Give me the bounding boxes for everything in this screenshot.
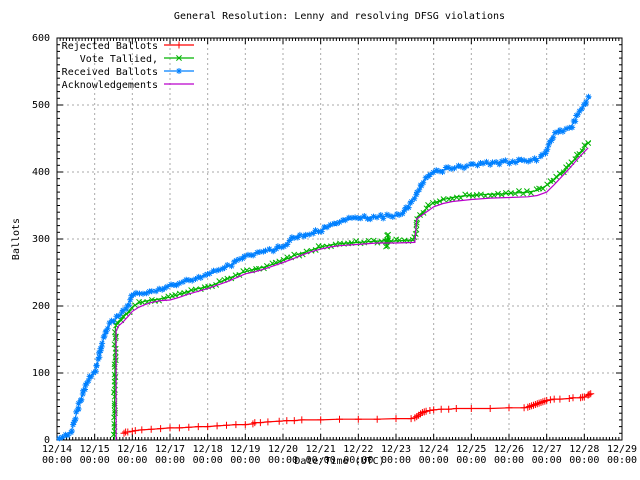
x-tick-time: 00:00 xyxy=(117,455,147,466)
y-tick-label: 0 xyxy=(44,435,50,446)
legend-item-acknowledgements: Acknowledgements xyxy=(62,80,194,91)
x-tick-date: 12/15 xyxy=(80,444,110,455)
legend-label: Vote Tallied, xyxy=(80,54,158,65)
legend-item-received-ballots: Received Ballots xyxy=(62,67,194,78)
x-tick-date: 12/24 xyxy=(419,444,449,455)
x-tick-date: 12/17 xyxy=(155,444,185,455)
series-rejected-ballots xyxy=(120,390,595,437)
x-tick-date: 12/28 xyxy=(569,444,599,455)
x-tick-date: 12/22 xyxy=(343,444,373,455)
x-axis-label: Date/Time (UTC) xyxy=(294,456,385,467)
x-tick-time: 00:00 xyxy=(193,455,223,466)
legend: Rejected Ballots Vote Tallied, Received Ba… xyxy=(62,41,194,91)
x-tick-date: 12/29 xyxy=(607,444,637,455)
chart-title: General Resolution: Lenny and resolving … xyxy=(173,11,506,22)
series-acknowledgements xyxy=(115,147,589,440)
x-tick-time: 00:00 xyxy=(381,455,411,466)
x-tick-time: 00:00 xyxy=(42,455,72,466)
x-tick-time: 00:00 xyxy=(80,455,110,466)
x-tick-time: 00:00 xyxy=(532,455,562,466)
y-tick-label: 400 xyxy=(32,167,50,178)
legend-item-vote-tallied: Vote Tallied, xyxy=(80,54,194,65)
x-tick-time: 00:00 xyxy=(569,455,599,466)
x-tick-date: 12/23 xyxy=(381,444,411,455)
x-tick-time: 00:00 xyxy=(607,455,637,466)
y-tick-labels: 0 100 200 300 400 500 600 xyxy=(32,33,50,446)
x-tick-time: 00:00 xyxy=(268,455,298,466)
x-tick-time: 00:00 xyxy=(419,455,449,466)
x-tick-date: 12/21 xyxy=(306,444,336,455)
x-tick-date: 12/27 xyxy=(532,444,562,455)
x-tick-time: 00:00 xyxy=(230,455,260,466)
legend-label: Received Ballots xyxy=(62,67,158,78)
y-tick-label: 200 xyxy=(32,301,50,312)
x-tick-time: 00:00 xyxy=(494,455,524,466)
x-tick-date: 12/26 xyxy=(494,444,524,455)
x-tick-date: 12/18 xyxy=(193,444,223,455)
x-tick-date: 12/14 xyxy=(42,444,72,455)
y-tick-label: 100 xyxy=(32,368,50,379)
legend-item-rejected-ballots: Rejected Ballots xyxy=(62,41,194,52)
y-tick-label: 300 xyxy=(32,234,50,245)
legend-label: Rejected Ballots xyxy=(62,41,158,52)
x-tick-time: 00:00 xyxy=(306,455,336,466)
legend-label: Acknowledgements xyxy=(62,80,158,91)
plot-border xyxy=(56,37,623,441)
legend-sample-marker xyxy=(176,68,182,74)
legend-sample-marker xyxy=(175,41,183,49)
y-tick-label: 600 xyxy=(32,33,50,44)
legend-sample-marker xyxy=(176,55,182,61)
x-tick-time: 00:00 xyxy=(155,455,185,466)
x-tick-date: 12/25 xyxy=(456,444,486,455)
series-vote-tallied xyxy=(110,140,592,441)
x-tick-labels: 12/1400:0012/1500:0012/1600:0012/1700:00… xyxy=(42,444,637,466)
y-tick-label: 500 xyxy=(32,100,50,111)
x-tick-time: 00:00 xyxy=(343,455,373,466)
series-received-ballots xyxy=(56,93,592,442)
grid-lines xyxy=(57,38,622,440)
x-tick-date: 12/20 xyxy=(268,444,298,455)
x-tick-time: 00:00 xyxy=(456,455,486,466)
x-tick-date: 12/19 xyxy=(230,444,260,455)
x-tick-date: 12/16 xyxy=(117,444,147,455)
